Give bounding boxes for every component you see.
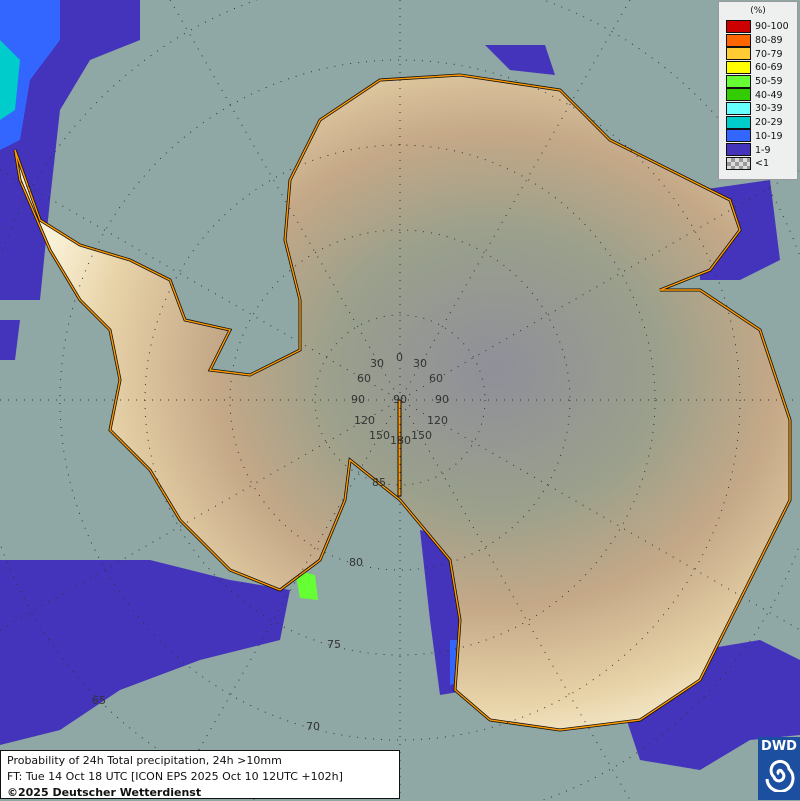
- lon-label: 90: [393, 393, 407, 406]
- lon-label: 120: [354, 414, 375, 427]
- legend-label: 40-49: [755, 89, 783, 101]
- lon-label: 180: [390, 434, 411, 447]
- legend-item: 30-39: [726, 101, 797, 116]
- legend-label: 30-39: [755, 103, 783, 115]
- spiral-icon: [765, 759, 795, 793]
- legend-swatch: [726, 101, 751, 115]
- legend-item: 1-9: [726, 143, 797, 157]
- copyright: ©2025 Deutscher Wetterdienst: [7, 786, 202, 799]
- coastline: [14, 74, 791, 731]
- lat-label: 65: [92, 694, 106, 707]
- legend-swatch: [726, 60, 751, 74]
- latitude-labels: 85 80 75 70 65: [92, 476, 386, 733]
- legend-swatch: [726, 74, 751, 88]
- legend-label: 10-19: [755, 130, 783, 142]
- logo-text: DWD: [761, 739, 797, 754]
- precip-area: [0, 320, 20, 360]
- legend-item: 20-29: [726, 115, 797, 130]
- lon-label: 30: [370, 357, 384, 370]
- lon-label: 150: [411, 429, 432, 442]
- precip-area: [0, 0, 60, 150]
- legend-item: 10-19: [726, 129, 797, 144]
- precip-area: [0, 40, 20, 120]
- legend-item: 50-59: [726, 74, 797, 89]
- legend-swatch: [726, 129, 751, 143]
- lon-label: 120: [427, 414, 448, 427]
- map-title: Probability of 24h Total precipitation, …: [7, 754, 282, 767]
- lon-label: 90: [435, 393, 449, 406]
- precip-area: [485, 45, 555, 75]
- precip-area: [295, 570, 318, 600]
- info-box: Probability of 24h Total precipitation, …: [0, 750, 400, 799]
- legend-swatch: [726, 88, 751, 102]
- legend-unit: (%): [750, 6, 766, 16]
- legend-swatch: [726, 19, 751, 33]
- forecast-time: FT: Tue 14 Oct 18 UTC [ICON EPS 2025 Oct…: [7, 770, 343, 783]
- legend-swatch: [726, 143, 751, 157]
- legend-swatch: [726, 33, 751, 47]
- precip-area: [0, 0, 140, 300]
- precip-area: [0, 560, 290, 745]
- legend-swatch: [726, 156, 751, 170]
- lat-label: 85: [372, 476, 386, 489]
- legend-item: 60-69: [726, 60, 797, 75]
- legend-item: 80-89: [726, 33, 797, 48]
- legend-label: 80-89: [755, 35, 783, 47]
- legend-swatch: [726, 115, 751, 129]
- lat-label: 75: [327, 638, 341, 651]
- legend-label: 70-79: [755, 48, 783, 60]
- lon-label: 90: [351, 393, 365, 406]
- lat-label: 80: [349, 556, 363, 569]
- legend-swatch: [726, 47, 751, 61]
- legend-item: 70-79: [726, 47, 797, 61]
- lon-label: 60: [429, 372, 443, 385]
- legend-label: 90-100: [755, 21, 789, 33]
- legend-label: <1: [755, 158, 770, 170]
- lat-label: 70: [306, 720, 320, 733]
- dwd-logo: DWD: [758, 737, 800, 800]
- lon-label: 30: [413, 357, 427, 370]
- legend-label: 60-69: [755, 62, 783, 74]
- legend-label: 50-59: [755, 76, 783, 88]
- lon-label: 0: [396, 351, 403, 364]
- legend-label: 1-9: [755, 144, 771, 156]
- legend-label: 20-29: [755, 117, 783, 129]
- lon-label: 150: [369, 429, 390, 442]
- legend-item: 40-49: [726, 88, 797, 102]
- legend: (%) 90-100 80-89 70-79 60-69 50-59 40-49 30-39…: [718, 1, 798, 180]
- longitude-labels: 0 30 30 60 60 90 90 90 120 120 150 150 1…: [351, 351, 449, 447]
- lon-label: 60: [357, 372, 371, 385]
- legend-item: 90-100: [726, 19, 797, 34]
- legend-item: <1: [726, 156, 797, 171]
